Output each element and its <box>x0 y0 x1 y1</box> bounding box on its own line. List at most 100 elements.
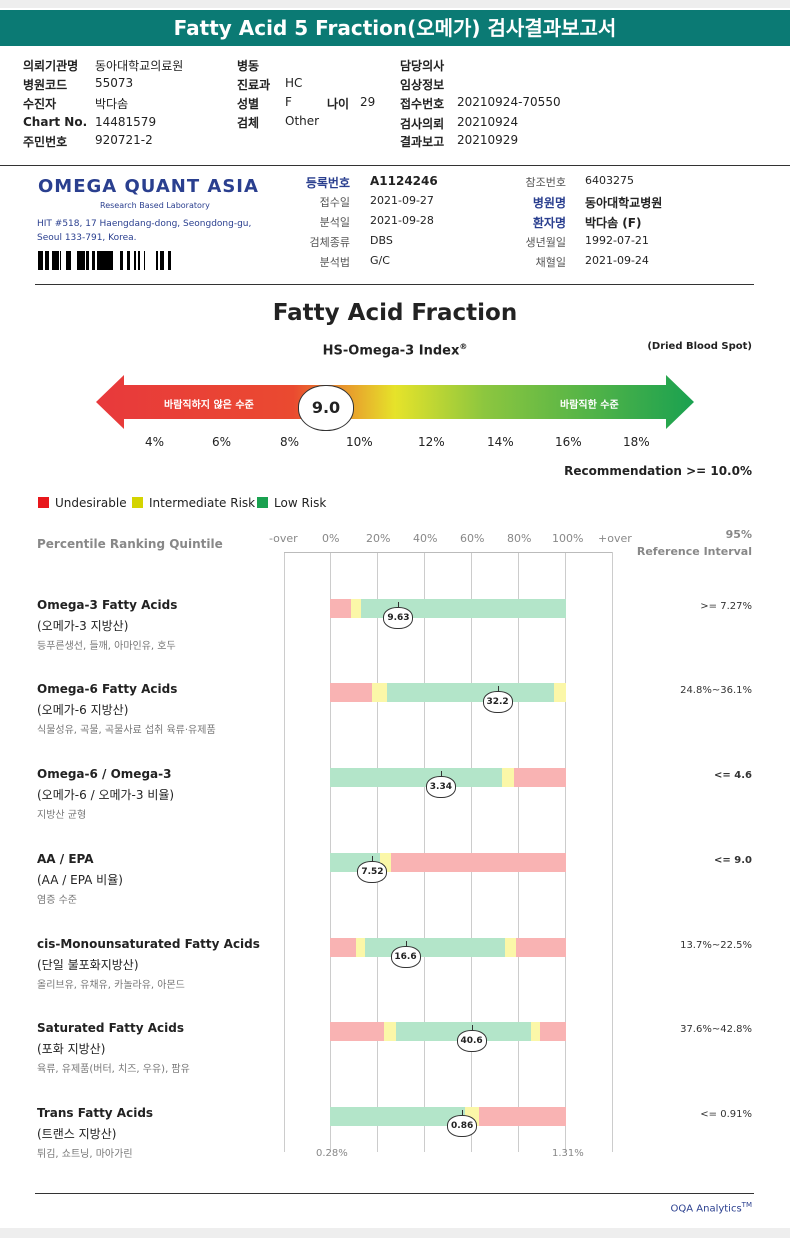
value-marker: 0.86 <box>447 1115 478 1137</box>
value-marker: 32.2 <box>482 691 513 713</box>
bar-segment <box>391 853 566 872</box>
row-name: Trans Fatty Acids <box>37 1106 154 1120</box>
value-marker: 16.6 <box>390 946 421 968</box>
header-value: 20210924-70550 <box>457 95 561 109</box>
header-value: 14481579 <box>95 115 157 129</box>
hs-tick-label: 10% <box>346 435 373 449</box>
bar-segment <box>530 1022 541 1041</box>
hs-index-arrow <box>96 375 694 429</box>
info-label: 분석일 <box>319 216 350 229</box>
gridline <box>565 552 566 1152</box>
bar-segment <box>478 1107 566 1126</box>
bar-segment <box>330 1107 465 1126</box>
header-value: 20210929 <box>457 133 519 147</box>
row-korean-name: (포화 지방산) <box>37 1042 106 1056</box>
header-label: 검사의뢰 <box>400 117 445 131</box>
header-label: 접수번호 <box>400 97 445 111</box>
recommendation: Recommendation >= 10.0% <box>564 464 752 478</box>
lab-address-line2: Seoul 133-791, Korea. <box>37 233 137 243</box>
header-label: 담당의사 <box>400 59 445 73</box>
bar-segment <box>330 1022 385 1041</box>
divider <box>35 284 754 285</box>
lab-logo: OMEGA QUANT ASIA <box>38 176 259 197</box>
footer-brand: OQA AnalyticsTM <box>670 1201 753 1215</box>
row-reference: 37.6%~42.8% <box>680 1024 752 1035</box>
row-name: cis-Monounsaturated Fatty Acids <box>37 937 260 951</box>
info-label: 참조번호 <box>525 176 566 189</box>
row-korean-name: (AA / EPA 비율) <box>37 873 123 887</box>
row-description: 염증 수준 <box>37 895 77 906</box>
bar-segment <box>330 599 352 618</box>
scale-tick-label: -over <box>269 532 298 545</box>
dbs-note: (Dried Blood Spot) <box>647 341 752 352</box>
info-value: A1124246 <box>370 174 438 188</box>
hs-tick-label: 16% <box>555 435 582 449</box>
row-korean-name: (오메가-6 지방산) <box>37 703 129 717</box>
marker-tick <box>462 1110 464 1116</box>
row-reference: <= 0.91% <box>700 1109 752 1120</box>
info-label: 등록번호 <box>305 176 350 190</box>
header-label: 수진자 <box>23 97 57 111</box>
divider <box>35 1193 754 1194</box>
gridline <box>471 552 472 1152</box>
header-label: 성별 <box>237 97 260 111</box>
header-label: 검체 <box>237 116 260 130</box>
row-description: 튀김, 쇼트닝, 마아가린 <box>37 1149 133 1160</box>
scale-tick-label: +over <box>598 532 632 545</box>
barcode <box>38 251 171 270</box>
bar-segment <box>330 768 503 787</box>
row-korean-name: (오메가-6 / 오메가-3 비율) <box>37 788 175 802</box>
row-reference: <= 9.0 <box>714 855 752 866</box>
bar-segment <box>540 1022 566 1041</box>
row-name: Omega-6 Fatty Acids <box>37 682 178 696</box>
header-value: 29 <box>360 95 376 109</box>
header-label: 진료과 <box>237 78 271 92</box>
scale-tick-label: 80% <box>507 532 532 545</box>
bar-segment <box>384 1022 397 1041</box>
scale-tick-label: 40% <box>413 532 438 545</box>
gridline <box>612 552 613 1152</box>
hs-tick-label: 12% <box>418 435 445 449</box>
row-description: 식물성유, 곡물, 곡물사료 섭취 육류·유제품 <box>37 725 216 736</box>
bar-segment <box>330 683 373 702</box>
info-label: 생년월일 <box>525 236 566 249</box>
bar-segment <box>502 768 515 787</box>
marker-tick <box>497 686 499 692</box>
info-value: 박다솜 (F) <box>585 216 642 230</box>
info-label: 접수일 <box>319 196 350 209</box>
info-value: 1992-07-21 <box>585 234 649 247</box>
marker-tick <box>398 602 400 608</box>
legend-swatch <box>257 497 268 508</box>
info-label: 병원명 <box>532 196 566 210</box>
row-reference: 13.7%~22.5% <box>680 940 752 951</box>
header-value: 55073 <box>95 76 134 90</box>
legend-swatch <box>38 497 49 508</box>
bar-segment <box>330 938 356 957</box>
hs-tick-label: 14% <box>487 435 514 449</box>
row-korean-name: (트랜스 지방산) <box>37 1127 117 1141</box>
header-label: 의뢰기관명 <box>23 59 79 73</box>
header-value: F <box>285 95 292 109</box>
lab-subtitle: Research Based Laboratory <box>100 201 210 210</box>
info-label: 분석법 <box>319 256 350 269</box>
row-reference: <= 4.6 <box>714 770 752 781</box>
header-label: 병원코드 <box>23 78 68 92</box>
index-title: HS-Omega-3 Index® <box>322 342 468 359</box>
bar-segment <box>386 683 555 702</box>
info-value: 2021-09-28 <box>370 214 434 227</box>
info-value: DBS <box>370 234 393 247</box>
row-reference: 24.8%~36.1% <box>680 685 752 696</box>
bar-segment <box>372 683 387 702</box>
hs-tick-label: 4% <box>145 435 165 449</box>
info-label: 환자명 <box>532 216 566 230</box>
bar-segment <box>514 768 566 787</box>
reference-header-label: Reference Interval <box>636 545 752 558</box>
marker-tick <box>405 941 407 947</box>
gridline <box>330 552 331 1152</box>
marker-tick <box>372 856 374 862</box>
row-korean-name: (단일 불포화지방산) <box>37 958 139 972</box>
bar-segment <box>504 938 517 957</box>
value-marker: 3.34 <box>425 776 456 798</box>
gridline <box>377 552 378 1152</box>
marker-tick <box>471 1025 473 1031</box>
